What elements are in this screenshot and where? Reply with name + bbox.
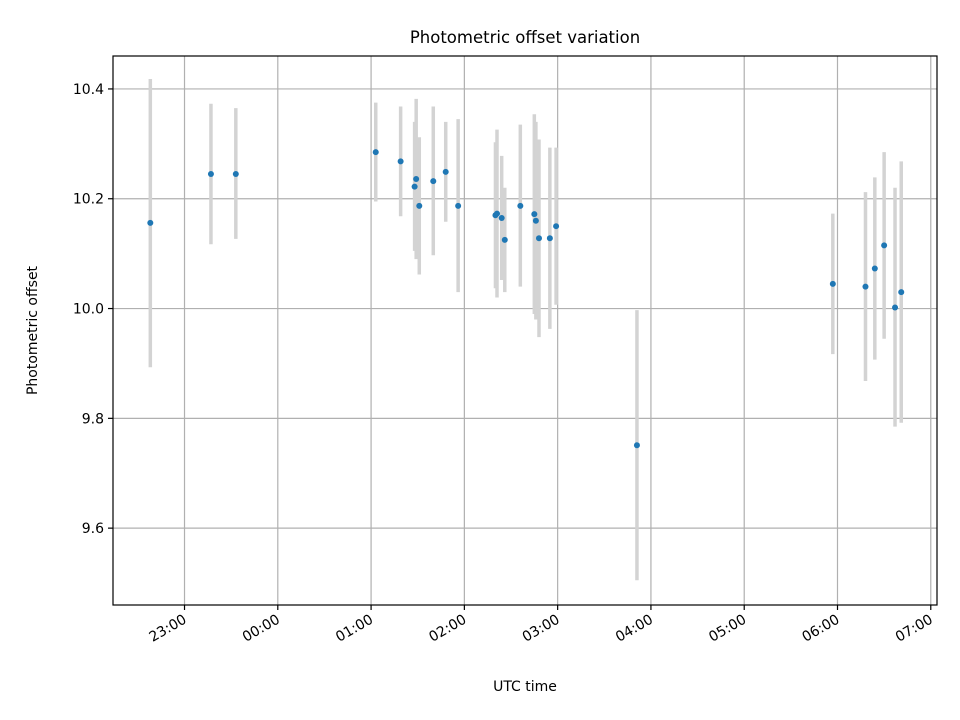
data-point xyxy=(413,175,420,182)
chart-title: Photometric offset variation xyxy=(410,28,640,47)
data-point xyxy=(411,183,418,190)
data-point xyxy=(862,283,869,290)
data-point xyxy=(535,235,542,242)
data-point xyxy=(546,235,553,242)
data-point xyxy=(881,242,888,249)
data-point xyxy=(494,210,501,217)
data-point xyxy=(455,202,462,209)
data-point xyxy=(553,223,560,230)
plot-frame xyxy=(112,55,938,606)
data-point xyxy=(207,171,214,178)
y-tick-label: 9.6 xyxy=(82,521,104,537)
data-point xyxy=(501,236,508,243)
data-point xyxy=(232,171,239,178)
data-point xyxy=(633,442,640,449)
data-point xyxy=(397,158,404,165)
y-tick-label: 10.2 xyxy=(73,192,104,208)
data-point xyxy=(517,202,524,209)
data-point xyxy=(442,168,449,175)
x-axis-label: UTC time xyxy=(493,679,557,695)
data-point xyxy=(372,149,379,156)
data-point xyxy=(147,219,154,226)
data-point xyxy=(892,304,899,311)
data-point xyxy=(898,289,905,296)
data-point xyxy=(416,202,423,209)
data-point xyxy=(829,280,836,287)
data-point xyxy=(498,214,505,221)
data-point xyxy=(430,178,437,185)
y-tick-label: 10.4 xyxy=(73,82,104,98)
grid xyxy=(113,56,937,605)
y-tick-label: 10.0 xyxy=(73,302,104,318)
y-tick-label: 9.8 xyxy=(82,411,104,427)
data-point xyxy=(871,265,878,272)
y-axis-label: Photometric offset xyxy=(25,265,41,395)
y-axis-ticks: 9.6 9.8 10.0 10.2 10.4 xyxy=(73,82,113,537)
data-point xyxy=(531,211,538,218)
data-point xyxy=(532,217,539,224)
data-points xyxy=(147,149,905,449)
